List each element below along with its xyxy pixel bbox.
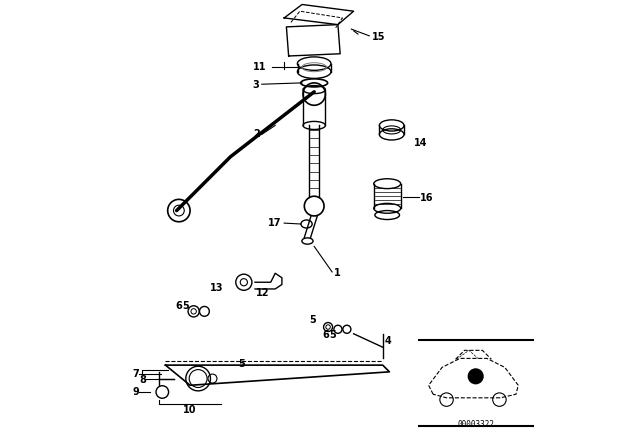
Polygon shape <box>165 365 389 385</box>
Text: 16: 16 <box>419 193 433 203</box>
Text: 12: 12 <box>257 289 270 298</box>
Text: 11: 11 <box>253 62 266 72</box>
Polygon shape <box>255 273 282 289</box>
Text: 5: 5 <box>308 315 316 325</box>
Text: 9: 9 <box>132 387 140 397</box>
Text: 00003322: 00003322 <box>457 420 494 429</box>
Text: 10: 10 <box>184 405 197 415</box>
Text: 5: 5 <box>182 301 189 310</box>
Text: 5: 5 <box>329 330 336 340</box>
Polygon shape <box>287 25 340 56</box>
Text: 2: 2 <box>253 129 260 139</box>
Circle shape <box>468 368 484 384</box>
Text: 3: 3 <box>253 80 260 90</box>
Text: 6: 6 <box>323 330 330 340</box>
Text: 8: 8 <box>139 375 146 385</box>
Text: 7: 7 <box>132 369 140 379</box>
Text: 1: 1 <box>333 268 340 278</box>
Text: 5: 5 <box>239 359 245 369</box>
Text: 14: 14 <box>414 138 428 148</box>
Text: 15: 15 <box>371 32 385 42</box>
Text: 6: 6 <box>175 301 182 310</box>
Text: 13: 13 <box>210 283 224 293</box>
Text: 4: 4 <box>385 336 392 346</box>
Polygon shape <box>284 4 353 25</box>
Text: 17: 17 <box>268 218 282 228</box>
